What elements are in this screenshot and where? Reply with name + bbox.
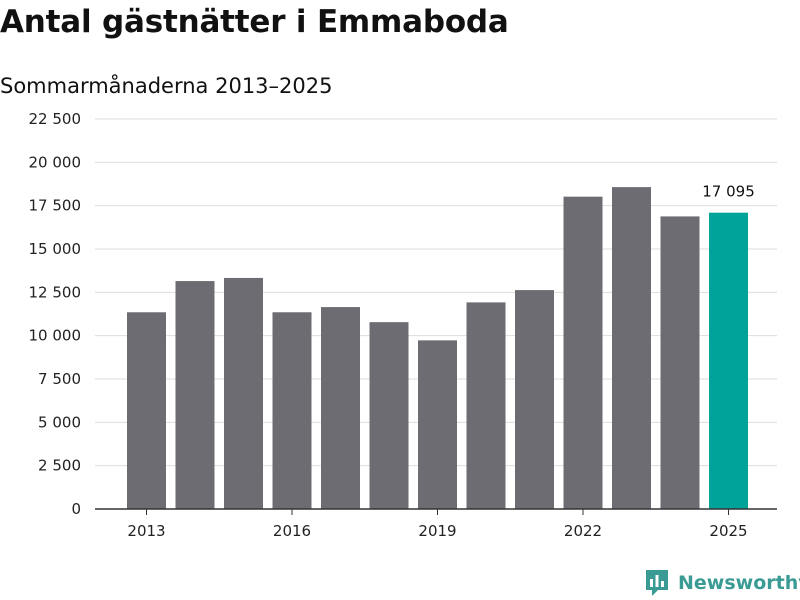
bar [321, 307, 360, 509]
bar [612, 187, 651, 509]
brand-logo: Newsworthy [644, 568, 800, 598]
bar [369, 322, 409, 509]
x-tick-label: 2022 [564, 522, 602, 540]
y-tick-label: 12 500 [29, 283, 82, 301]
x-tick-label: 2025 [709, 522, 747, 540]
bar-highlight [709, 212, 748, 510]
y-tick-label: 20 000 [29, 153, 82, 171]
bar [127, 312, 166, 509]
y-tick-label: 5 000 [38, 413, 81, 431]
y-tick-label: 17 500 [29, 197, 82, 215]
chart-subtitle: Sommarmånaderna 2013–2025 [0, 74, 333, 98]
bar [418, 340, 457, 509]
data-label: 17 095 [702, 183, 755, 201]
bar [660, 216, 700, 509]
bar [272, 312, 312, 509]
y-tick-label: 7 500 [38, 370, 81, 388]
bar [175, 281, 215, 509]
bar [563, 196, 603, 510]
brand-name: Newsworthy [678, 572, 800, 594]
x-tick-label: 2019 [418, 522, 456, 540]
y-tick-label: 2 500 [38, 457, 81, 475]
y-tick-label: 10 000 [29, 327, 82, 345]
chart-title: Antal gästnätter i Emmaboda [0, 4, 509, 40]
y-tick-label: 15 000 [29, 240, 82, 258]
newsworthy-logo-icon [646, 570, 668, 596]
x-tick-label: 2013 [127, 522, 165, 540]
x-tick-label: 2016 [273, 522, 311, 540]
y-tick-label: 22 500 [29, 110, 82, 128]
y-tick-label: 0 [71, 500, 81, 518]
bar [224, 277, 263, 509]
bar [515, 290, 554, 509]
bar [466, 302, 506, 509]
